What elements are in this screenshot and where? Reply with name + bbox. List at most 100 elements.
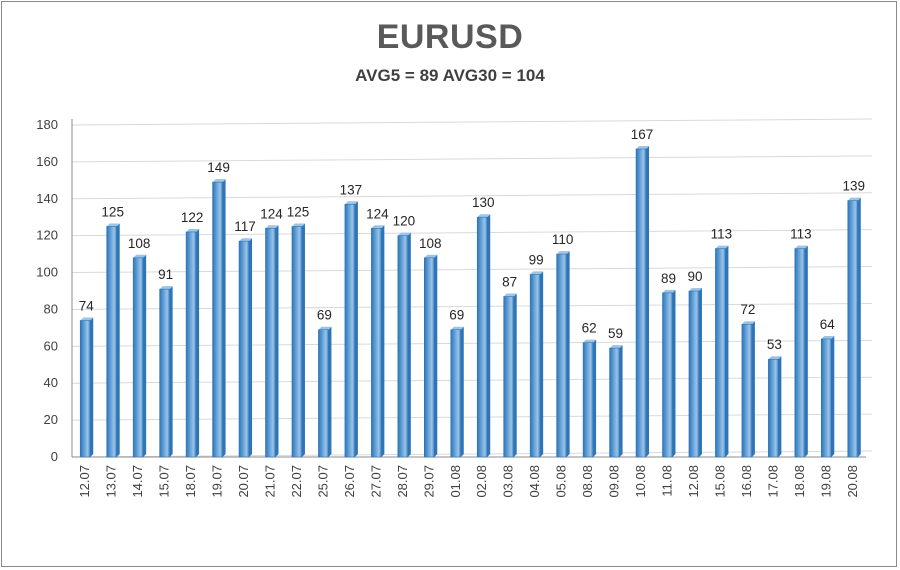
chart-title: EURUSD — [376, 18, 524, 56]
bar-side — [831, 335, 835, 457]
bar — [582, 339, 597, 458]
bar-side — [90, 317, 94, 457]
x-tick-label: 08.08 — [580, 465, 595, 498]
bar — [556, 251, 570, 458]
bar-side — [593, 339, 597, 457]
data-label: 113 — [790, 227, 812, 242]
grid-lines — [71, 118, 873, 458]
x-tick-label: 15.07 — [157, 465, 172, 498]
bar — [662, 289, 676, 458]
bar — [397, 232, 411, 458]
x-tick-label: 21.07 — [263, 465, 278, 498]
gridline — [71, 266, 873, 274]
bar — [635, 145, 650, 458]
bar-front — [238, 240, 250, 458]
x-tick-label: 18.07 — [183, 465, 198, 498]
data-label: 130 — [472, 195, 495, 210]
x-tick-label: 27.07 — [368, 465, 383, 498]
bar-front — [820, 338, 832, 458]
data-label: 120 — [393, 214, 416, 229]
bar — [688, 288, 702, 458]
bar-top — [794, 245, 808, 249]
y-tick-label: 120 — [36, 228, 58, 243]
chart-subtitle: AVG5 = 89 AVG30 = 104 — [355, 66, 545, 85]
x-tick-label: 20.08 — [845, 465, 860, 498]
y-tick-label: 80 — [44, 301, 58, 316]
bar — [529, 271, 544, 458]
bar-top — [847, 197, 861, 201]
x-tick-label: 29.07 — [421, 465, 436, 498]
y-tick-label: 40 — [44, 375, 58, 390]
bar-front — [688, 290, 700, 458]
data-label: 108 — [128, 236, 151, 251]
bar — [79, 317, 94, 458]
bar-top — [530, 271, 544, 275]
bar-front — [185, 231, 197, 458]
bar-top — [133, 254, 147, 258]
bar-top — [344, 201, 358, 205]
bar-side — [381, 225, 385, 457]
bar-side — [275, 225, 279, 457]
data-label: 69 — [317, 308, 332, 323]
bar — [159, 286, 173, 458]
gridline — [71, 192, 873, 200]
gridline — [71, 229, 873, 237]
bar — [609, 345, 623, 458]
axes: 0 20 40 60 80 100 120 140 160 180 12.07 13.07 14.07 1… — [36, 117, 866, 498]
data-label: 113 — [711, 227, 733, 242]
bar-side — [751, 321, 755, 457]
y-tick-label: 0 — [51, 449, 58, 464]
bar-front — [556, 253, 567, 458]
gridline — [71, 155, 873, 163]
bar — [238, 238, 253, 458]
gridline — [71, 118, 873, 126]
data-label: 87 — [502, 275, 517, 290]
bar-front — [318, 329, 329, 458]
data-label: 124 — [366, 206, 389, 221]
bar-front — [609, 347, 620, 458]
bar-top — [239, 238, 253, 242]
gridline — [71, 376, 873, 384]
bar-top — [424, 254, 438, 258]
bar-top — [265, 225, 279, 229]
x-tick-label: 09.08 — [607, 465, 622, 498]
data-label: 110 — [552, 232, 574, 247]
y-tick-label: 20 — [44, 412, 58, 427]
data-label: 74 — [79, 299, 95, 314]
bar-top — [212, 179, 226, 183]
bar — [291, 223, 305, 458]
bars — [79, 145, 861, 458]
bar — [820, 335, 835, 458]
gridline — [71, 339, 873, 347]
bar-front — [635, 148, 647, 458]
bar — [768, 356, 782, 458]
bar-front — [79, 320, 91, 458]
x-tick-label: 10.08 — [633, 465, 648, 498]
bar-side — [698, 288, 702, 457]
y-tick-label: 60 — [44, 338, 58, 353]
y-tick-label: 160 — [36, 154, 58, 169]
bar-front — [847, 200, 859, 458]
x-tick-label: 04.08 — [527, 465, 542, 498]
bar-front — [741, 323, 753, 458]
x-tick-label: 15.08 — [712, 465, 727, 498]
bar-top — [821, 335, 835, 339]
bar-top — [503, 293, 517, 297]
bar-side — [196, 228, 200, 457]
x-tick-label: 13.07 — [104, 465, 119, 498]
bar — [132, 254, 147, 458]
bar-top — [662, 289, 676, 293]
bar — [794, 245, 808, 458]
data-label: 69 — [449, 308, 464, 323]
data-label: 124 — [260, 206, 283, 221]
x-tick-label: 19.08 — [818, 465, 833, 498]
data-label: 125 — [101, 204, 124, 219]
bar — [715, 245, 729, 458]
bar-front — [450, 329, 462, 458]
bar-top — [636, 145, 650, 149]
data-label: 167 — [631, 127, 654, 142]
bar-top — [477, 214, 491, 218]
data-label: 89 — [661, 271, 676, 286]
bar-front — [768, 358, 779, 458]
